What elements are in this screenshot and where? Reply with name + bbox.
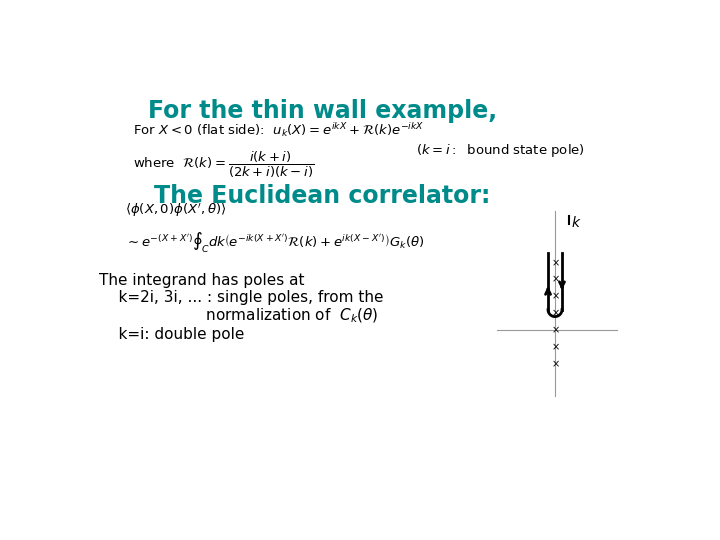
Text: where  $\mathcal{R}(k) = \dfrac{i(k+i)}{(2k+i)(k-i)}$: where $\mathcal{R}(k) = \dfrac{i(k+i)}{(… xyxy=(132,150,314,180)
Text: k=i: double pole: k=i: double pole xyxy=(99,327,245,342)
Text: $\times$: $\times$ xyxy=(551,308,559,319)
Text: The Euclidean correlator:: The Euclidean correlator: xyxy=(154,184,491,208)
Text: $(k=i:$  bound state pole$)$: $(k=i:$ bound state pole$)$ xyxy=(415,142,585,159)
Text: For the thin wall example,: For the thin wall example, xyxy=(148,99,497,124)
Text: normalization of  $C_k(\theta)$: normalization of $C_k(\theta)$ xyxy=(99,307,379,325)
Text: $\times$: $\times$ xyxy=(551,258,559,268)
Text: The integrand has poles at: The integrand has poles at xyxy=(99,273,305,288)
Text: $\times$: $\times$ xyxy=(551,342,559,353)
Text: k=2i, 3i, ... : single poles, from the: k=2i, 3i, ... : single poles, from the xyxy=(99,289,384,305)
Text: $k$: $k$ xyxy=(571,215,582,230)
Text: For $X < 0$ (flat side):  $u_k(X) = e^{ikX} + \mathcal{R}(k)e^{-ikX}$: For $X < 0$ (flat side): $u_k(X) = e^{ik… xyxy=(132,121,424,139)
Text: $\times$: $\times$ xyxy=(551,325,559,336)
Text: $\langle \phi(X,0)\phi(X',\theta) \rangle$: $\langle \phi(X,0)\phi(X',\theta) \rangl… xyxy=(125,202,226,219)
Text: $\times$: $\times$ xyxy=(551,274,559,285)
Text: $\times$: $\times$ xyxy=(551,359,559,369)
Text: $\times$: $\times$ xyxy=(551,292,559,302)
Text: $\sim e^{-(X+X')} \oint_C dk \left( e^{-ik(X+X')} \mathcal{R}(k) + e^{ik(X-X')} : $\sim e^{-(X+X')} \oint_C dk \left( e^{-… xyxy=(125,231,424,255)
